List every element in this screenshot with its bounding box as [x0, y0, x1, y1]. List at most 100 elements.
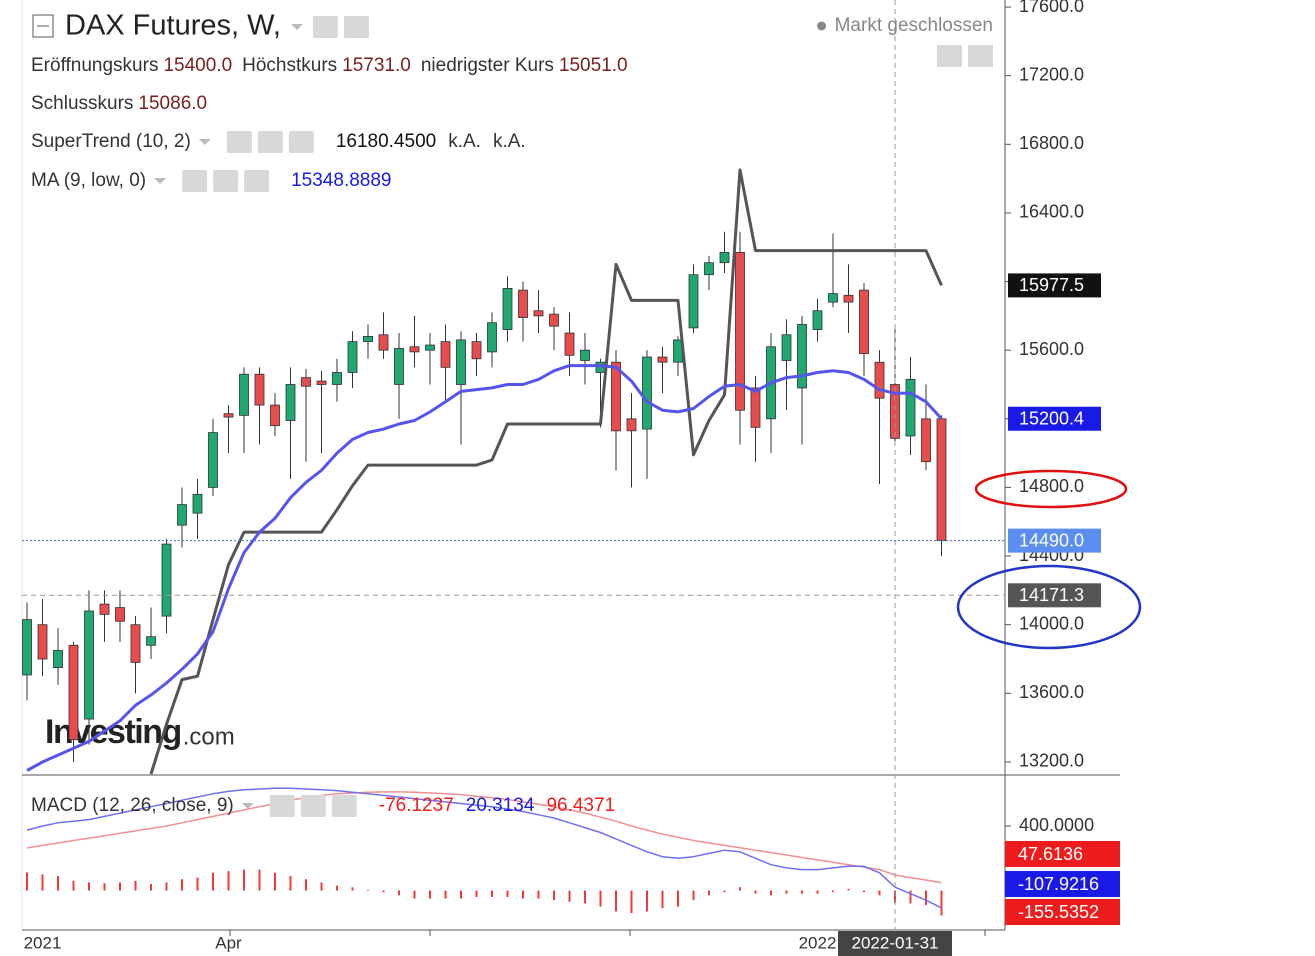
y-tick-label: 16400.0	[1019, 202, 1084, 222]
annotation-ellipse	[974, 469, 1128, 509]
legend-text: Eröffnungskurs	[31, 55, 158, 76]
indicator-line	[26, 364, 943, 772]
dropdown-caret	[290, 24, 303, 30]
legend-text: 96.4371	[546, 795, 615, 816]
candle-body	[719, 251, 730, 264]
price-badge-label: 14171.3	[1019, 585, 1084, 605]
y-tick-label: 16800.0	[1019, 133, 1084, 153]
candle-body	[84, 610, 94, 720]
candle-body	[316, 380, 327, 385]
price-badge	[1008, 406, 1101, 431]
y-tick-label: 17200.0	[1019, 64, 1084, 84]
price-badge-label: -107.9216	[1018, 874, 1099, 894]
candle-body	[874, 361, 885, 399]
icon-button	[968, 45, 993, 67]
legend-text: Schlusskurs	[31, 93, 133, 114]
icon-button	[269, 795, 295, 817]
icon-button	[331, 795, 357, 817]
candle-body	[890, 384, 900, 439]
price-badge-label: -155.5352	[1018, 902, 1099, 922]
candle-body	[533, 310, 544, 317]
candle-body	[781, 334, 792, 361]
dropdown-caret	[241, 803, 254, 809]
dropdown-caret	[198, 139, 211, 145]
candle-body	[750, 387, 761, 428]
candle-body	[161, 543, 172, 617]
candle-body	[456, 339, 466, 385]
candle-body	[394, 348, 404, 385]
y-tick-label: 17600.0	[1019, 0, 1084, 16]
legend-text: 16180.4500	[336, 131, 436, 152]
candle-body	[859, 289, 869, 355]
candle-body	[115, 607, 125, 622]
candle-body	[797, 324, 807, 389]
x-tick-label: 2022	[799, 933, 837, 952]
icon-button	[244, 170, 270, 192]
candle-body	[921, 418, 931, 463]
icon-button	[343, 16, 369, 38]
price-badge	[1008, 273, 1101, 298]
candle-body	[642, 356, 652, 430]
icon-button	[257, 131, 283, 153]
candle-body	[626, 418, 637, 432]
price-badge-label: 15200.4	[1019, 408, 1084, 428]
candle-body	[53, 650, 63, 668]
legend-text: 20.3134	[466, 795, 535, 816]
candle-body	[99, 603, 110, 615]
legend-text: SuperTrend (10, 2)	[31, 131, 191, 152]
icon-button	[182, 170, 208, 192]
icon-button	[213, 170, 239, 192]
candle-body	[223, 413, 234, 418]
price-badge	[1005, 871, 1120, 897]
signal-line	[26, 791, 942, 884]
y-tick-label: 15600.0	[1019, 339, 1084, 359]
date-badge	[838, 931, 952, 956]
y-tick-label: 400.0000	[1019, 815, 1094, 835]
y-tick-label: 14800.0	[1019, 476, 1084, 496]
price-badge	[1005, 899, 1120, 925]
legend-text: Höchstkurs	[242, 55, 337, 76]
time-axis-ticks	[229, 930, 986, 936]
icon-button	[312, 16, 338, 38]
candle-body	[68, 644, 79, 741]
candle-body	[22, 619, 32, 676]
dropdown-caret	[154, 178, 167, 184]
y-tick-label: 14000.0	[1019, 613, 1084, 633]
legend-text: k.A.	[493, 131, 526, 152]
candle-body	[843, 294, 854, 303]
candle-body	[936, 418, 947, 542]
candle-body	[657, 356, 668, 363]
legend-text: 15086.0	[138, 93, 207, 114]
candle-body	[828, 293, 838, 303]
y-tick-label: 13200.0	[1019, 751, 1084, 771]
indicator-line	[149, 168, 943, 775]
icon-button	[288, 131, 314, 153]
candle-body	[254, 373, 265, 406]
candle-body	[146, 636, 156, 646]
price-badge	[1008, 528, 1101, 553]
price-badge-label: 15977.5	[1019, 275, 1084, 295]
candle-body	[363, 336, 373, 343]
logo-suffix: .com	[183, 723, 235, 750]
x-tick-label: Apr	[215, 933, 242, 952]
candle-body	[549, 313, 559, 327]
x-tick-label: 2021	[24, 933, 62, 952]
candle-body	[688, 274, 699, 329]
price-badge	[1008, 583, 1101, 608]
candle-body	[487, 322, 497, 353]
legend-text: MACD (12, 26, close, 9)	[31, 795, 234, 816]
icon-button	[226, 131, 252, 153]
legend-text: MA (9, low, 0)	[31, 170, 146, 191]
legend-text: 15731.0	[342, 55, 411, 76]
candle-body	[192, 493, 203, 514]
overlay: 13200.013600.014000.014400.014800.015200…	[22, 0, 1120, 956]
candle-body	[518, 289, 528, 318]
candle-body	[564, 332, 575, 356]
price-badge	[1005, 841, 1120, 867]
candle-body	[425, 344, 435, 351]
y-tick-label: 13600.0	[1019, 682, 1084, 702]
legend-text: niedrigster Kurs	[421, 55, 554, 76]
